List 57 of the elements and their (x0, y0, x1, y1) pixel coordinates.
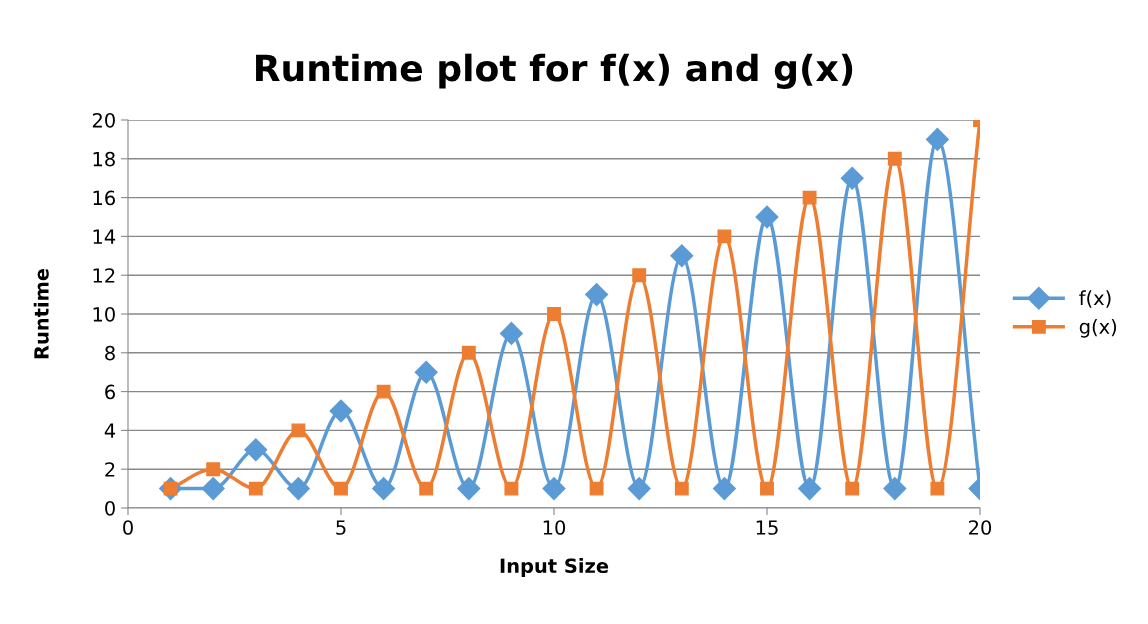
point (248, 481, 263, 496)
y-tick-label: 10 (93, 306, 115, 322)
point (461, 345, 476, 360)
point (845, 481, 860, 496)
x-tick-label: 0 (123, 520, 133, 535)
point (930, 481, 945, 496)
x-tick-label: 20 (969, 520, 992, 535)
point (632, 268, 647, 283)
point (674, 481, 689, 496)
point (840, 166, 864, 190)
point (457, 477, 481, 501)
y-tick-label: 8 (105, 345, 115, 361)
point (798, 477, 822, 501)
point (504, 481, 519, 496)
point (627, 477, 651, 501)
point (499, 321, 523, 345)
y-tick-label: 14 (93, 229, 116, 244)
point (670, 244, 694, 268)
point (334, 481, 348, 496)
y-axis-title: Runtime (33, 268, 49, 359)
x-tick-label: 15 (756, 520, 778, 535)
point (755, 205, 779, 229)
y-tick-label: 20 (92, 112, 115, 128)
x-axis-title: Input Size (500, 558, 609, 577)
point (376, 384, 391, 399)
point (414, 360, 438, 384)
y-tick-label: 16 (93, 190, 115, 206)
point (201, 477, 225, 501)
point (329, 399, 353, 423)
point (802, 190, 817, 205)
y-tick-label: 18 (93, 151, 115, 167)
y-tick-label: 12 (93, 268, 115, 283)
point (419, 481, 434, 496)
legend-label: f(x) (1079, 290, 1111, 308)
point (206, 462, 221, 477)
point (887, 151, 902, 166)
point (589, 481, 604, 496)
y-tick-label: 2 (105, 462, 115, 477)
point (244, 438, 268, 462)
point (547, 307, 561, 321)
y-tick-label: 0 (105, 500, 115, 516)
point (585, 283, 609, 307)
point (372, 477, 396, 501)
point (760, 481, 774, 496)
y-tick-label: 4 (104, 423, 116, 438)
point (291, 423, 306, 438)
point (286, 477, 310, 501)
x-tick-label: 10 (543, 520, 566, 535)
point (717, 229, 732, 244)
legend-label: g(x) (1079, 318, 1117, 338)
chart-title: Runtime plot for f(x) and g(x) (256, 53, 853, 89)
point (925, 127, 949, 151)
y-tick-label: 6 (105, 384, 115, 400)
point (542, 477, 566, 501)
x-tick-label: 5 (336, 520, 346, 535)
point (712, 477, 736, 501)
point (883, 477, 907, 501)
